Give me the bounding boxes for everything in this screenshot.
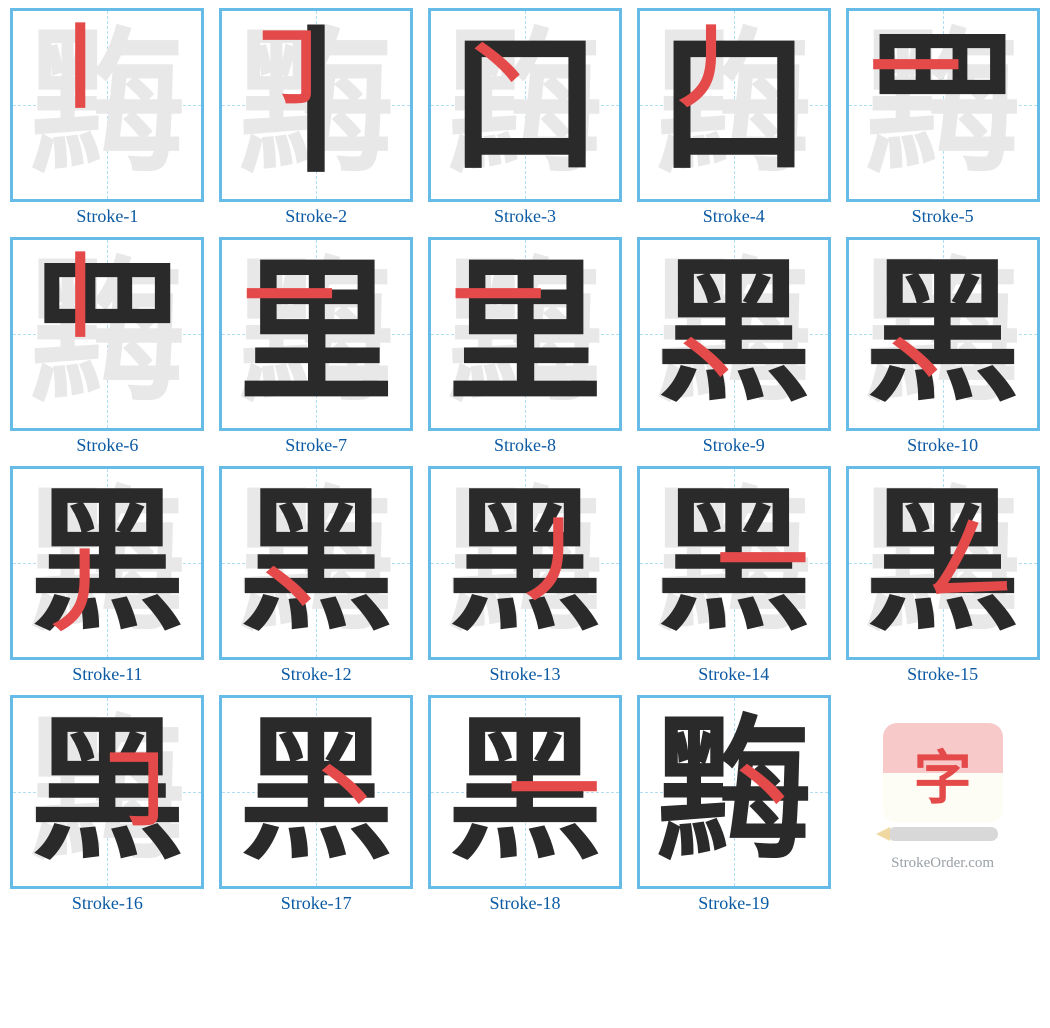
stroke-cell-6: 黣罒丨 Stroke-6 <box>8 237 207 456</box>
stroke-label: Stroke-7 <box>285 435 347 456</box>
stroke-cell-13: 黣黑丿 Stroke-13 <box>426 466 625 685</box>
active-stroke-layer: 一 <box>222 240 410 428</box>
active-stroke-layer: 丨 <box>13 240 201 428</box>
active-stroke-layer: 丶 <box>640 698 828 886</box>
active-stroke-layer: ㇆ <box>222 11 410 199</box>
stroke-label: Stroke-2 <box>285 206 347 227</box>
stroke-label: Stroke-8 <box>494 435 556 456</box>
stroke-cell-16: 黣黑㇆ Stroke-16 <box>8 695 207 914</box>
stroke-cell-4: 黣口丿 Stroke-4 <box>634 8 833 227</box>
stroke-box: 黣黑一 <box>637 466 831 660</box>
active-stroke-layer: 丶 <box>849 240 1037 428</box>
stroke-cell-5: 黣罒一 Stroke-5 <box>843 8 1042 227</box>
active-stroke-layer: 一 <box>849 11 1037 199</box>
stroke-label: Stroke-5 <box>912 206 974 227</box>
active-stroke-layer: 丿 <box>431 469 619 657</box>
active-stroke-layer: 丶 <box>222 698 410 886</box>
stroke-box: 黣罒丨 <box>10 237 204 431</box>
stroke-box: 黣黑丿 <box>428 466 622 660</box>
stroke-label: Stroke-18 <box>489 893 560 914</box>
stroke-grid: 黣丨 Stroke-1 黣丨㇆ Stroke-2 黣口丶 Stroke-3 黣口丿 Strok… <box>8 8 1042 914</box>
active-stroke-layer: 丶 <box>431 11 619 199</box>
stroke-cell-10: 黣黑丶 Stroke-10 <box>843 237 1042 456</box>
stroke-label: Stroke-15 <box>907 664 978 685</box>
pencil-icon <box>888 827 998 841</box>
stroke-cell-3: 黣口丶 Stroke-3 <box>426 8 625 227</box>
stroke-label: Stroke-1 <box>76 206 138 227</box>
stroke-cell-2: 黣丨㇆ Stroke-2 <box>217 8 416 227</box>
active-stroke-layer: 丿 <box>640 11 828 199</box>
logo-cell: 字 StrokeOrder.com <box>843 695 1042 914</box>
stroke-label: Stroke-13 <box>489 664 560 685</box>
stroke-box: 黣丨㇆ <box>219 8 413 202</box>
active-stroke-layer: 一 <box>431 240 619 428</box>
stroke-label: Stroke-4 <box>703 206 765 227</box>
active-stroke-layer: 丶 <box>222 469 410 657</box>
stroke-cell-11: 黣黑丿 Stroke-11 <box>8 466 207 685</box>
active-stroke-layer: 一 <box>431 698 619 886</box>
stroke-label: Stroke-17 <box>281 893 352 914</box>
stroke-box: 黣口丿 <box>637 8 831 202</box>
stroke-box: 黣黑𠃋 <box>846 466 1040 660</box>
stroke-box: 黣黑㇆ <box>10 695 204 889</box>
stroke-cell-8: 黣里一 Stroke-8 <box>426 237 625 456</box>
active-stroke-layer: 𠃋 <box>849 469 1037 657</box>
stroke-cell-9: 黣黑丶 Stroke-9 <box>634 237 833 456</box>
active-stroke-layer: 一 <box>640 469 828 657</box>
stroke-box: 黣黑丿 <box>10 466 204 660</box>
stroke-cell-17: 黑丶 Stroke-17 <box>217 695 416 914</box>
stroke-label: Stroke-9 <box>703 435 765 456</box>
stroke-cell-14: 黣黑一 Stroke-14 <box>634 466 833 685</box>
stroke-cell-1: 黣丨 Stroke-1 <box>8 8 207 227</box>
stroke-box: 黣黑丶 <box>637 237 831 431</box>
watermark-text: StrokeOrder.com <box>891 855 994 872</box>
stroke-cell-18: 黑一 Stroke-18 <box>426 695 625 914</box>
stroke-label: Stroke-11 <box>72 664 142 685</box>
stroke-label: Stroke-3 <box>494 206 556 227</box>
stroke-label: Stroke-19 <box>698 893 769 914</box>
stroke-cell-19: 黣丶 Stroke-19 <box>634 695 833 914</box>
stroke-box: 黣丶 <box>637 695 831 889</box>
stroke-box: 黣里一 <box>428 237 622 431</box>
stroke-cell-15: 黣黑𠃋 Stroke-15 <box>843 466 1042 685</box>
logo-wrapper: 字 StrokeOrder.com <box>846 695 1040 889</box>
active-stroke-layer: 丨 <box>13 11 201 199</box>
stroke-label: Stroke-10 <box>907 435 978 456</box>
stroke-label: Stroke-6 <box>76 435 138 456</box>
logo-badge: 字 <box>883 723 1003 823</box>
stroke-box: 黣黑丶 <box>219 466 413 660</box>
active-stroke-layer: ㇆ <box>13 698 201 886</box>
stroke-box: 黣丨 <box>10 8 204 202</box>
active-stroke-layer: 丶 <box>640 240 828 428</box>
stroke-cell-7: 黣里一 Stroke-7 <box>217 237 416 456</box>
active-stroke-layer: 丿 <box>13 469 201 657</box>
stroke-cell-12: 黣黑丶 Stroke-12 <box>217 466 416 685</box>
stroke-label: Stroke-16 <box>72 893 143 914</box>
stroke-box: 黣黑丶 <box>846 237 1040 431</box>
stroke-box: 黑丶 <box>219 695 413 889</box>
stroke-label: Stroke-12 <box>281 664 352 685</box>
stroke-box: 黣罒一 <box>846 8 1040 202</box>
stroke-box: 黑一 <box>428 695 622 889</box>
stroke-box: 黣里一 <box>219 237 413 431</box>
stroke-label: Stroke-14 <box>698 664 769 685</box>
stroke-box: 黣口丶 <box>428 8 622 202</box>
